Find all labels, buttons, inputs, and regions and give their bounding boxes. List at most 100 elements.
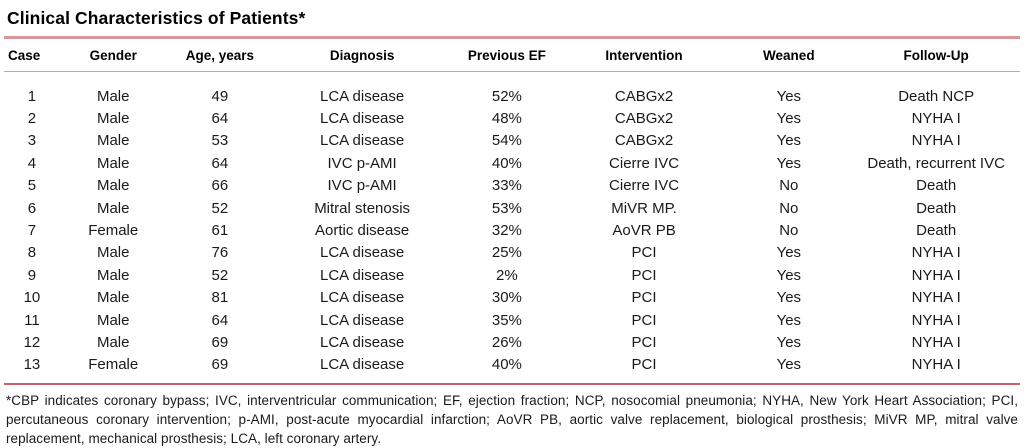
table-cell: 26% bbox=[491, 333, 522, 351]
table-cell: Male bbox=[96, 177, 130, 195]
table-row: 4 Male 64 IVC p-AMI 40% Cierre IVC Yes Death, r… bbox=[4, 152, 1020, 174]
column-header-weaned: Weaned bbox=[725, 39, 853, 72]
table-cell: No bbox=[779, 222, 799, 240]
table-cell: LCA disease bbox=[320, 266, 405, 284]
top-rule bbox=[4, 36, 1020, 39]
table-row: 1 Male 49 LCA disease 52% CABGx2 Yes Death NCP bbox=[4, 72, 1020, 108]
table-cell: 76 bbox=[211, 244, 229, 262]
table-cell: CABGx2 bbox=[614, 132, 674, 150]
table-cell: Cierre IVC bbox=[609, 177, 680, 195]
table-row: 3 Male 53 LCA disease 54% CABGx2 Yes NYHA I bbox=[4, 130, 1020, 152]
table-cell: NYHA I bbox=[911, 110, 961, 128]
table-cell: Male bbox=[96, 311, 130, 329]
table-cell: No bbox=[779, 199, 799, 217]
table-cell: 49 bbox=[211, 87, 229, 105]
table-cell: 1 bbox=[27, 87, 37, 105]
table-cell: Male bbox=[96, 154, 130, 172]
table-cell: LCA disease bbox=[320, 132, 405, 150]
table-cell: LCA disease bbox=[320, 311, 405, 329]
table-cell: 52 bbox=[211, 266, 229, 284]
table-cell: IVC p-AMI bbox=[327, 154, 397, 172]
table-row: 6 Male 52 Mitral stenosis 53% MiVR MP. No Death bbox=[4, 197, 1020, 219]
table-cell: AoVR PB bbox=[612, 222, 676, 240]
table-cell: 69 bbox=[211, 356, 229, 374]
table-cell: Yes bbox=[776, 333, 802, 351]
table-cell: MiVR MP. bbox=[611, 199, 677, 217]
table-cell: 2 bbox=[27, 110, 37, 128]
table-cell: LCA disease bbox=[320, 333, 405, 351]
table-row: 2 Male 64 LCA disease 48% CABGx2 Yes NYHA I bbox=[4, 107, 1020, 129]
table-cell: 66 bbox=[211, 177, 229, 195]
table-cell: Yes bbox=[776, 244, 802, 262]
table-cell: Death, recurrent IVC bbox=[867, 154, 1005, 172]
table-cell: Cierre IVC bbox=[609, 154, 680, 172]
table-cell: 33% bbox=[491, 177, 522, 195]
column-header-intervention: Intervention bbox=[562, 39, 726, 72]
table-cell: Mitral stenosis bbox=[314, 199, 411, 217]
table-cell: Male bbox=[96, 199, 130, 217]
table-cell: Death bbox=[916, 177, 957, 195]
table-cell: 64 bbox=[211, 311, 229, 329]
table-cell: 30% bbox=[491, 289, 522, 307]
table-row: 5 Male 66 IVC p-AMI 33% Cierre IVC No Death bbox=[4, 175, 1020, 197]
table-cell: Male bbox=[96, 87, 130, 105]
table-cell: Yes bbox=[776, 87, 802, 105]
table-cell: Male bbox=[96, 266, 130, 284]
table-cell: Aortic disease bbox=[315, 222, 410, 240]
column-header-age: Age, years bbox=[166, 39, 274, 72]
table-cell: NYHA I bbox=[911, 356, 961, 374]
table-cell: 64 bbox=[211, 110, 229, 128]
table-cell: 32% bbox=[491, 222, 522, 240]
table-cell: NYHA I bbox=[911, 289, 961, 307]
table-cell: CABGx2 bbox=[614, 87, 674, 105]
table-cell: 2% bbox=[496, 266, 518, 284]
table-cell: 64 bbox=[211, 154, 229, 172]
table-cell: LCA disease bbox=[320, 87, 405, 105]
table-cell: Death NCP bbox=[898, 87, 975, 105]
table-cell: 40% bbox=[491, 154, 522, 172]
table-cell: PCI bbox=[631, 311, 657, 329]
table-cell: Yes bbox=[776, 132, 802, 150]
table-cell: Death bbox=[916, 199, 957, 217]
table-cell: 61 bbox=[211, 222, 229, 240]
table-cell: IVC p-AMI bbox=[327, 177, 397, 195]
table-cell: 10 bbox=[23, 289, 41, 307]
table-cell: 52% bbox=[491, 87, 522, 105]
table-cell: NYHA I bbox=[911, 311, 961, 329]
table-cell: 52 bbox=[211, 199, 229, 217]
table-cell: Yes bbox=[776, 289, 802, 307]
table-cell: 81 bbox=[211, 289, 229, 307]
patients-table: Case Gender Age, years Diagnosis Previou… bbox=[4, 39, 1020, 380]
table-cell: Yes bbox=[776, 356, 802, 374]
table-header: Case Gender Age, years Diagnosis Previou… bbox=[4, 39, 1020, 72]
column-header-follow-up: Follow-Up bbox=[852, 39, 1020, 72]
table-cell: PCI bbox=[631, 333, 657, 351]
table-cell: 5 bbox=[27, 177, 37, 195]
table-cell: 40% bbox=[491, 356, 522, 374]
table-cell: LCA disease bbox=[320, 110, 405, 128]
table-cell: 69 bbox=[211, 333, 229, 351]
table-cell: Yes bbox=[776, 311, 802, 329]
table-row: 11 Male 64 LCA disease 35% PCI Yes NYHA I bbox=[4, 309, 1020, 331]
table-cell: 35% bbox=[491, 311, 522, 329]
table-cell: PCI bbox=[631, 356, 657, 374]
table-body: 1 Male 49 LCA disease 52% CABGx2 Yes Death NCP 2… bbox=[4, 72, 1020, 381]
table-row: 13 Female 69 LCA disease 40% PCI Yes NYHA I bbox=[4, 354, 1020, 380]
table-row: 12 Male 69 LCA disease 26% PCI Yes NYHA I bbox=[4, 331, 1020, 353]
table-cell: Male bbox=[96, 244, 130, 262]
table-cell: Male bbox=[96, 110, 130, 128]
table-cell: Male bbox=[96, 289, 130, 307]
column-header-diagnosis: Diagnosis bbox=[273, 39, 452, 72]
table-cell: 13 bbox=[23, 356, 41, 374]
table-cell: PCI bbox=[631, 289, 657, 307]
table-cell: NYHA I bbox=[911, 132, 961, 150]
table-cell: 53 bbox=[211, 132, 229, 150]
table-cell: 53% bbox=[491, 199, 522, 217]
table-cell: 48% bbox=[491, 110, 522, 128]
table-cell: LCA disease bbox=[320, 244, 405, 262]
table-title: Clinical Characteristics of Patients* bbox=[7, 8, 306, 28]
table-cell: Female bbox=[88, 222, 139, 240]
table-cell: NYHA I bbox=[911, 333, 961, 351]
table-cell: 4 bbox=[27, 154, 37, 172]
